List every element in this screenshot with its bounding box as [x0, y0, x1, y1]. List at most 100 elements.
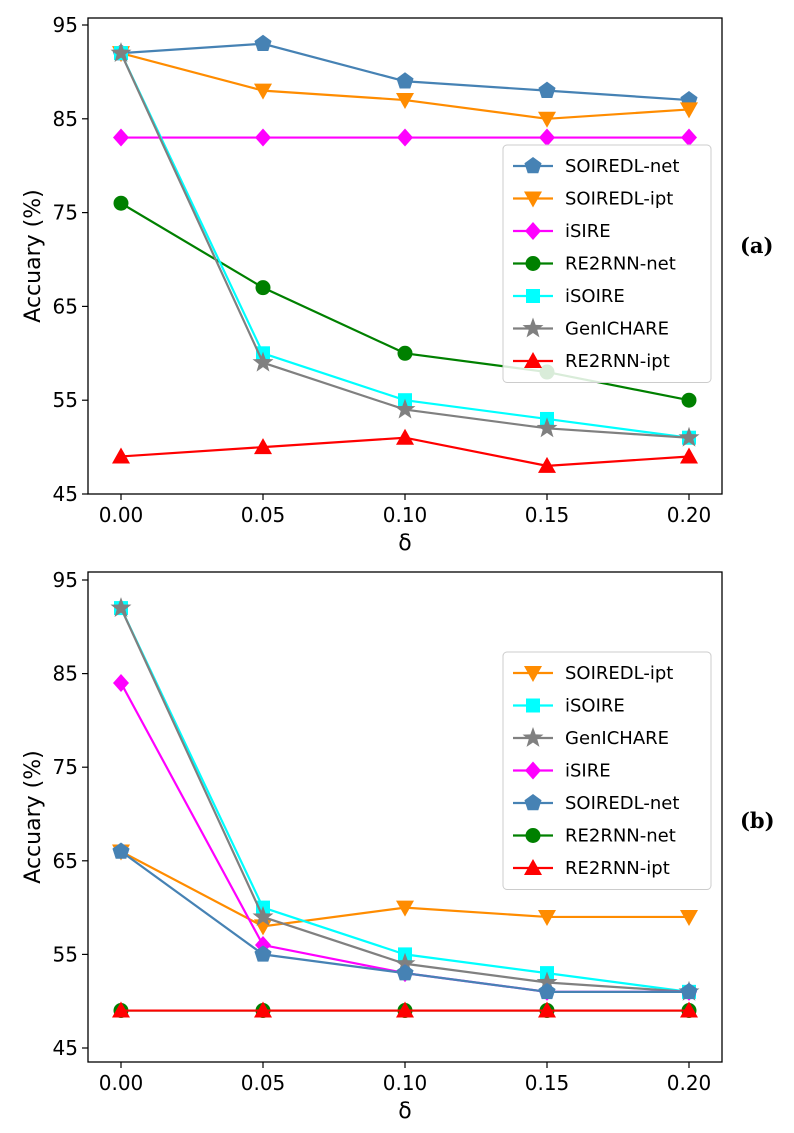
x-tick-label: 0.00	[99, 1071, 144, 1095]
legend-entry: RE2RNN-net	[565, 254, 676, 275]
series-RE2RNN-ipt	[112, 428, 698, 473]
plot-frame	[87, 17, 723, 495]
data-point	[538, 982, 556, 1000]
y-tick-label: 45	[53, 482, 78, 506]
x-tick-label: 0.00	[99, 503, 144, 527]
legend-entry: RE2RNN-ipt	[565, 351, 670, 372]
data-point	[680, 447, 698, 464]
series-SOIREDL-net	[112, 842, 698, 1000]
data-point	[538, 456, 556, 473]
data-point	[112, 842, 130, 859]
data-point	[396, 93, 414, 110]
legend-entry: SOIREDL-ipt	[565, 189, 673, 210]
data-point	[396, 72, 414, 89]
legend-box	[502, 144, 712, 383]
data-point	[397, 345, 413, 361]
data-point	[397, 128, 413, 147]
data-point	[113, 128, 129, 147]
plot-frame	[87, 571, 723, 1063]
data-point	[536, 971, 558, 992]
data-point	[681, 128, 697, 147]
legend-marker	[525, 256, 541, 271]
y-axis-label: Accuary (%)	[21, 750, 46, 883]
x-tick-label: 0.10	[383, 503, 428, 527]
data-point	[110, 597, 132, 617]
legend-entry: iSOIRE	[565, 696, 625, 717]
x-tick-label: 0.10	[383, 1071, 428, 1095]
legend-entry: GenICHARE	[565, 728, 669, 749]
panel-label: (a)	[740, 233, 773, 258]
data-point	[110, 42, 132, 63]
data-point	[538, 909, 556, 926]
x-axis-label: δ	[398, 1099, 411, 1124]
series-line	[120, 42, 690, 102]
data-point	[394, 398, 416, 419]
legend-entry: RE2RNN-ipt	[565, 858, 670, 879]
legend-marker	[524, 352, 542, 368]
legend-marker	[524, 157, 542, 174]
y-tick-label: 85	[53, 662, 78, 686]
data-point	[680, 1001, 698, 1018]
data-point	[113, 673, 129, 692]
series-RE2RNN-ipt	[112, 1001, 698, 1018]
series-GenICHARE	[110, 42, 700, 447]
legend-marker	[526, 698, 540, 713]
legend-entry: SOIREDL-net	[565, 793, 679, 814]
legend-entry: GenICHARE	[565, 319, 669, 340]
x-tick-label: 0.05	[241, 503, 286, 527]
data-point	[254, 945, 272, 962]
data-point	[255, 280, 271, 296]
legend-box	[502, 651, 712, 890]
data-point	[681, 392, 697, 408]
x-tick-label: 0.20	[667, 1071, 712, 1095]
data-point	[538, 1001, 556, 1018]
y-tick-label: 75	[53, 755, 78, 779]
data-point	[539, 128, 555, 147]
data-point	[680, 909, 698, 926]
data-point	[112, 1001, 130, 1018]
y-tick-label: 65	[53, 294, 78, 318]
data-point	[113, 195, 129, 211]
legend-marker	[525, 761, 541, 780]
series-iSIRE	[113, 128, 697, 147]
x-tick-label: 0.15	[525, 1071, 570, 1095]
legend-entry: SOIREDL-ipt	[565, 663, 673, 684]
y-tick-label: 55	[53, 388, 78, 412]
legend: SOIREDL-net SOIREDL-ipt iSIRE RE2RNN-net iSO…	[502, 144, 712, 383]
legend-marker	[524, 191, 542, 208]
data-point	[396, 964, 414, 981]
legend-entry: RE2RNN-net	[565, 826, 676, 847]
legend-marker	[524, 859, 542, 875]
y-tick-label: 95	[53, 13, 78, 37]
legend-marker	[525, 222, 541, 240]
y-tick-label: 65	[53, 849, 78, 873]
data-point	[252, 351, 274, 372]
legend-entry: iSIRE	[565, 221, 611, 242]
legend-entry: SOIREDL-net	[565, 156, 679, 177]
data-point	[254, 34, 272, 52]
y-tick-label: 55	[53, 942, 78, 966]
data-point	[254, 438, 272, 455]
data-point	[680, 102, 698, 119]
data-point	[536, 417, 558, 438]
chart-a: 0.00 0.05 0.10 0.15 0.20 45 55 65 75 85 95 δ Accuary…	[21, 13, 773, 556]
legend-entry: iSOIRE	[565, 286, 625, 307]
y-tick-label: 85	[53, 107, 78, 131]
legend-marker	[522, 727, 544, 747]
y-tick-label: 75	[53, 201, 78, 225]
legend: SOIREDL-ipt iSOIRE GenICHARE iSIRE SOIREDL-n…	[502, 651, 712, 890]
legend-marker	[524, 666, 542, 682]
data-point	[680, 982, 698, 1000]
data-point	[538, 81, 556, 98]
y-tick-label: 45	[53, 1036, 78, 1060]
data-point	[538, 111, 556, 128]
data-point	[678, 426, 700, 447]
data-point	[394, 952, 416, 973]
data-point	[112, 447, 130, 464]
y-tick-label: 95	[53, 568, 78, 592]
panel-label: (b)	[740, 808, 775, 833]
data-point	[396, 1001, 414, 1018]
data-point	[396, 900, 414, 917]
data-point	[255, 128, 271, 147]
